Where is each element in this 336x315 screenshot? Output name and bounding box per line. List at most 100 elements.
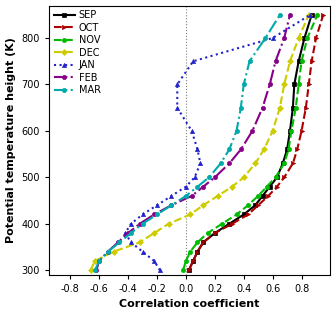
- OCT: [307, 83, 311, 86]
- OCT: [266, 194, 270, 198]
- SEP: [302, 36, 306, 40]
- FEB: [201, 185, 205, 189]
- OCT: [310, 60, 314, 63]
- JAN: [140, 213, 144, 216]
- OCT: [275, 185, 279, 189]
- MAR: [207, 175, 211, 179]
- JAN: [193, 175, 197, 179]
- DEC: [152, 231, 156, 235]
- JAN: [129, 240, 133, 244]
- Line: OCT: OCT: [187, 13, 325, 272]
- Line: JAN: JAN: [123, 13, 312, 272]
- SEP: [253, 203, 257, 207]
- OCT: [191, 259, 195, 263]
- DEC: [138, 240, 142, 244]
- X-axis label: Correlation coefficient: Correlation coefficient: [119, 300, 260, 309]
- DEC: [216, 194, 220, 198]
- SEP: [285, 148, 289, 152]
- JAN: [308, 13, 312, 17]
- Line: SEP: SEP: [187, 13, 314, 272]
- MAR: [129, 231, 133, 235]
- NOV: [184, 259, 188, 263]
- SEP: [196, 250, 200, 254]
- SEP: [260, 194, 264, 198]
- NOV: [196, 240, 200, 244]
- FEB: [213, 175, 217, 179]
- DEC: [278, 106, 282, 110]
- DEC: [188, 213, 192, 216]
- MAR: [239, 106, 243, 110]
- NOV: [289, 129, 293, 133]
- NOV: [299, 60, 303, 63]
- NOV: [206, 231, 210, 235]
- SEP: [292, 83, 296, 86]
- JAN: [198, 162, 202, 165]
- SEP: [310, 13, 314, 17]
- FEB: [288, 13, 292, 17]
- SEP: [213, 231, 217, 235]
- DEC: [282, 83, 286, 86]
- SEP: [291, 106, 295, 110]
- JAN: [158, 268, 162, 272]
- SEP: [187, 268, 191, 272]
- OCT: [196, 250, 200, 254]
- MAR: [97, 259, 101, 263]
- FEB: [250, 129, 254, 133]
- MAR: [235, 129, 239, 133]
- SEP: [227, 222, 231, 226]
- MAR: [155, 213, 159, 216]
- NOV: [246, 203, 250, 207]
- DEC: [288, 60, 292, 63]
- NOV: [181, 268, 185, 272]
- OCT: [201, 240, 205, 244]
- MAR: [184, 194, 188, 198]
- NOV: [256, 194, 260, 198]
- MAR: [248, 60, 252, 63]
- JAN: [129, 222, 133, 226]
- NOV: [287, 148, 291, 152]
- OCT: [295, 148, 299, 152]
- DEC: [242, 175, 246, 179]
- MAR: [219, 162, 223, 165]
- Line: MAR: MAR: [93, 13, 282, 272]
- OCT: [213, 231, 217, 235]
- OCT: [299, 129, 303, 133]
- NOV: [316, 13, 320, 17]
- MAR: [242, 83, 246, 86]
- DEC: [88, 268, 92, 272]
- Line: NOV: NOV: [181, 13, 320, 272]
- MAR: [93, 268, 97, 272]
- JAN: [270, 36, 275, 40]
- MAR: [118, 240, 122, 244]
- JAN: [152, 259, 156, 263]
- FEB: [190, 194, 194, 198]
- DEC: [262, 148, 266, 152]
- FEB: [227, 162, 231, 165]
- FEB: [239, 148, 243, 152]
- OCT: [304, 106, 308, 110]
- NOV: [265, 185, 269, 189]
- SEP: [201, 240, 205, 244]
- Line: FEB: FEB: [94, 13, 292, 272]
- OCT: [282, 175, 286, 179]
- JAN: [175, 83, 179, 86]
- MAR: [140, 222, 144, 226]
- FEB: [126, 231, 130, 235]
- OCT: [321, 13, 325, 17]
- FEB: [152, 213, 156, 216]
- Y-axis label: Potential temperature height (K): Potential temperature height (K): [6, 37, 15, 243]
- SEP: [297, 60, 301, 63]
- DEC: [112, 250, 116, 254]
- JAN: [175, 106, 179, 110]
- DEC: [297, 36, 301, 40]
- SEP: [191, 259, 195, 263]
- JAN: [196, 148, 200, 152]
- FEB: [268, 83, 272, 86]
- NOV: [297, 83, 301, 86]
- MAR: [263, 36, 267, 40]
- OCT: [256, 203, 260, 207]
- FEB: [116, 240, 120, 244]
- MAR: [169, 203, 173, 207]
- NOV: [235, 213, 239, 216]
- NOV: [282, 162, 286, 165]
